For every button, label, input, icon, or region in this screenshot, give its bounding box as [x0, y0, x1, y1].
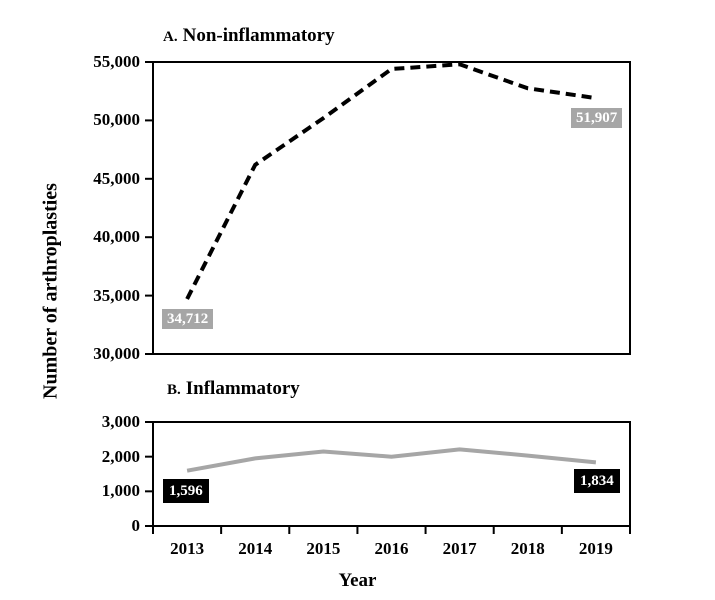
panel-b-title: B. Inflammatory: [167, 378, 300, 400]
panel-a-title-text: Non-inflammatory: [182, 25, 335, 46]
y-tick-label-panel-a: 55,000: [93, 52, 140, 71]
y-tick-label-panel-b: 3,000: [101, 412, 140, 431]
panel-b-letter: B.: [167, 382, 181, 398]
x-tick-label: 2013: [170, 539, 205, 558]
x-tick-label: 2014: [238, 539, 273, 558]
x-tick-label: 2018: [510, 539, 545, 558]
data-label-a-2019: 51,907: [571, 108, 623, 128]
y-tick-label-panel-b: 0: [131, 516, 141, 535]
series-line-non-inflammatory: [185, 62, 597, 300]
panel-a-title: A. Non-inflammatory: [163, 25, 335, 47]
panel-a-frame: [152, 61, 631, 355]
data-label-b-2013: 1,596: [163, 479, 209, 503]
data-label-b-2019: 1,834: [574, 469, 620, 493]
y-tick-label-panel-a: 40,000: [93, 227, 140, 247]
x-tick-label: 2016: [374, 539, 409, 558]
y-tick-label-panel-a: 45,000: [93, 168, 140, 188]
y-tick-label-panel-b: 2,000: [101, 446, 140, 466]
panel-b-frame: [152, 421, 631, 527]
panel-a-letter: A.: [163, 29, 178, 45]
panel-b-title-text: Inflammatory: [185, 378, 300, 399]
y-tick-label-panel-b: 1,000: [101, 481, 140, 501]
y-tick-label-panel-a: 35,000: [93, 285, 140, 305]
series-line-inflammatory: [186, 447, 597, 473]
y-tick-label-panel-a: 30,000: [93, 344, 140, 363]
x-axis-title: Year: [338, 570, 377, 591]
x-tick-label: 2015: [306, 539, 341, 558]
y-tick-label-panel-a: 50,000: [93, 110, 140, 130]
data-label-a-2013: 34,712: [162, 309, 214, 329]
x-tick-label: 2019: [578, 539, 613, 558]
x-tick-label: 2017: [442, 539, 477, 558]
